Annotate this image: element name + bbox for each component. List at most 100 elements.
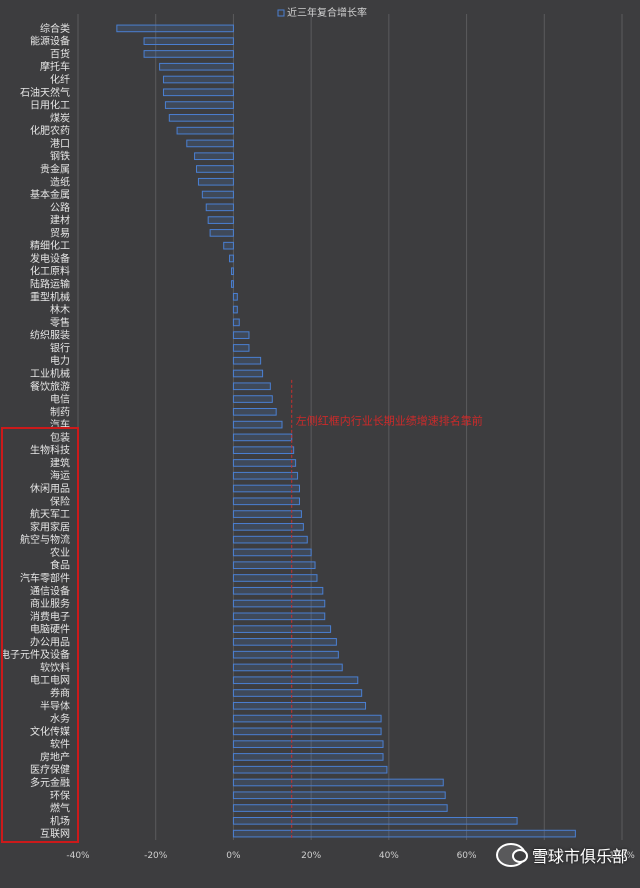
category-label: 券商	[50, 687, 70, 700]
bar	[232, 650, 339, 659]
bar	[232, 765, 388, 774]
category-label: 保险	[50, 495, 70, 508]
category-label: 休闲用品	[30, 482, 70, 495]
category-label: 银行	[50, 341, 70, 354]
watermark-text: 雪球市俱乐部	[532, 847, 629, 866]
category-label: 石油天然气	[20, 86, 70, 99]
bar	[232, 829, 576, 838]
category-label: 汽车	[50, 418, 70, 431]
x-tick-label: 0%	[226, 851, 241, 861]
category-label: 建筑	[50, 456, 70, 469]
x-tick-label: 80%	[534, 851, 554, 861]
category-label: 半导体	[40, 699, 70, 712]
bar	[232, 510, 302, 518]
bar	[194, 152, 234, 161]
category-label: 汽车零部件	[20, 571, 70, 584]
bar	[162, 75, 234, 84]
category-label: 日用化工	[30, 99, 70, 112]
bar	[232, 612, 326, 621]
category-label: 公路	[50, 201, 70, 214]
bar	[232, 471, 299, 480]
category-label: 贵金属	[40, 162, 70, 175]
bar	[232, 753, 384, 761]
category-label: 钢铁	[50, 150, 70, 163]
bar	[143, 50, 234, 58]
bar	[230, 267, 234, 276]
category-label: 摩托车	[40, 60, 70, 73]
category-label: 零售	[50, 316, 70, 329]
bar	[232, 625, 332, 633]
bar	[209, 229, 234, 237]
category-label: 化纤	[50, 73, 70, 86]
x-tick-label: 100%	[609, 851, 635, 861]
bar	[232, 676, 359, 685]
category-label: 煤炭	[50, 111, 70, 124]
bar	[197, 177, 234, 186]
category-label: 航空与物流	[20, 533, 70, 546]
bar	[201, 190, 234, 199]
bar	[232, 344, 250, 352]
legend-swatch	[277, 9, 285, 17]
category-label: 纺织服装	[30, 329, 70, 342]
category-label: 基本金属	[30, 188, 70, 201]
bar	[176, 126, 234, 135]
category-label: 综合类	[40, 22, 70, 35]
x-tick-label: 40%	[379, 851, 399, 861]
x-tick-label: -20%	[144, 851, 168, 861]
bar	[223, 241, 234, 250]
bar	[232, 599, 326, 608]
category-label: 造纸	[50, 175, 70, 188]
category-label: 商业服务	[30, 597, 70, 610]
category-label: 陆路运输	[30, 278, 70, 291]
category-label: 餐饮旅游	[30, 380, 70, 393]
bar	[164, 101, 234, 109]
bar	[232, 817, 518, 825]
category-label: 环保	[50, 789, 70, 802]
category-label: 电工电网	[30, 674, 70, 687]
category-label: 电子元件及设备	[0, 648, 70, 661]
bar	[232, 497, 300, 506]
bar	[232, 420, 283, 429]
bar	[232, 535, 308, 544]
category-label: 水务	[50, 712, 70, 725]
bar	[232, 727, 382, 736]
category-label: 林木	[50, 303, 70, 316]
bar	[143, 37, 234, 45]
category-label: 航天军工	[30, 508, 70, 521]
category-label: 港口	[50, 138, 70, 150]
category-label: 电力	[50, 354, 70, 367]
x-tick-label: -40%	[66, 851, 90, 861]
bar	[232, 791, 446, 800]
bar	[232, 740, 384, 748]
highlight-box	[1, 427, 79, 843]
bar	[168, 114, 234, 122]
bar	[232, 778, 444, 787]
bar	[162, 88, 234, 97]
category-label: 互联网	[40, 828, 70, 840]
category-label: 房地产	[40, 750, 70, 763]
bar	[232, 382, 271, 391]
category-label: 化肥农药	[30, 124, 70, 137]
category-label: 电脑硬件	[30, 623, 70, 636]
category-label: 化工原料	[30, 265, 70, 278]
bar	[232, 638, 337, 646]
category-label: 建材	[50, 214, 70, 227]
bar	[232, 574, 318, 582]
category-label: 海运	[50, 469, 70, 482]
bar	[232, 523, 304, 531]
category-label: 发电设备	[30, 252, 70, 265]
bar	[232, 714, 382, 723]
x-tick-label: 20%	[301, 851, 321, 861]
category-label: 软饮料	[40, 661, 70, 674]
bar	[232, 804, 448, 812]
bar	[232, 408, 277, 416]
category-label: 生物科技	[30, 444, 70, 457]
x-tick-label: 60%	[457, 851, 477, 861]
bar	[205, 203, 234, 212]
category-label: 消费电子	[30, 610, 70, 623]
category-label: 机场	[50, 814, 70, 827]
category-label: 通信设备	[30, 584, 70, 597]
category-label: 医疗保健	[30, 763, 70, 776]
legend-label: 近三年复合增长率	[287, 6, 367, 19]
